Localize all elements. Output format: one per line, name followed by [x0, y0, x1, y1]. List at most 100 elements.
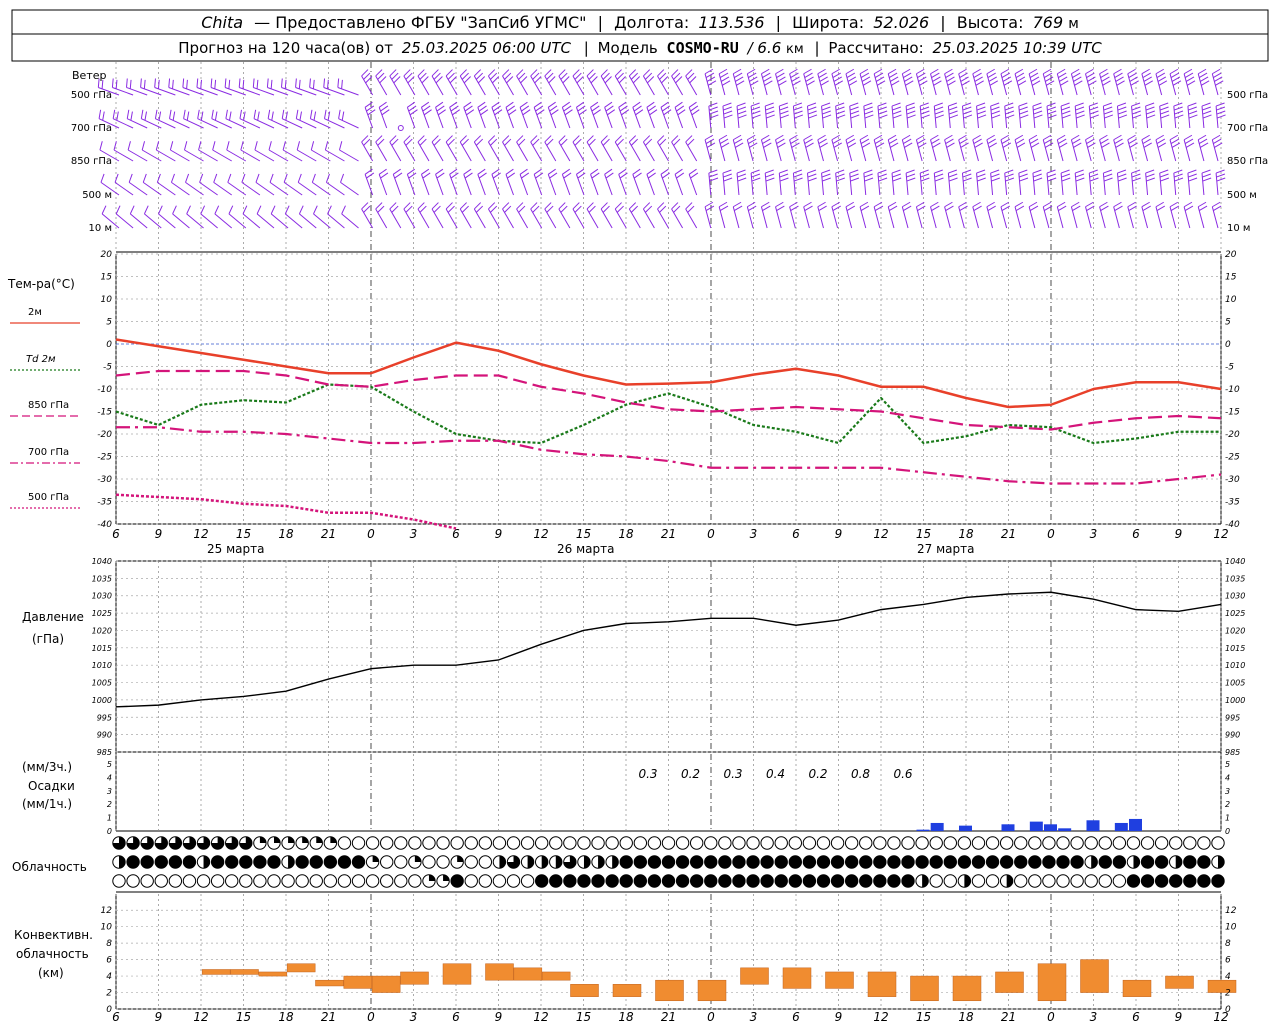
wind-barb [197, 109, 218, 129]
wind-barb-flag [777, 142, 786, 148]
conv-cloud-bar [513, 967, 543, 981]
wind-barb-flag [1019, 110, 1029, 115]
cloud-cover-symbol [1014, 836, 1028, 850]
wind-barb [406, 168, 417, 196]
wind-barb [298, 205, 317, 229]
wind-barb-flag [299, 111, 302, 121]
wind-barb-flag [1033, 173, 1042, 178]
cloud-cover-symbol [1056, 874, 1070, 888]
conv-cloud-bar [1122, 979, 1152, 997]
wind-barb-shaft [558, 75, 571, 96]
wind-barb-flag [475, 138, 484, 146]
wind-barb [1085, 68, 1097, 96]
wind-barb-flag [1201, 169, 1211, 174]
precip-ytick-left: 5 [107, 760, 112, 769]
wind-barb-flag [821, 106, 831, 111]
cloud-circle [422, 836, 436, 850]
wind-barb [281, 109, 303, 129]
cloud-cover-symbol [816, 855, 831, 869]
wind-barb-shaft [226, 149, 247, 162]
wind-barb-flag [850, 114, 860, 119]
wind-barb-flag [1061, 106, 1071, 111]
cloud-cover-symbol [1154, 855, 1169, 869]
cloud-cover-symbol [1154, 836, 1169, 850]
wind-barb-flag [1117, 177, 1127, 182]
cloud-cover-symbol [365, 874, 380, 888]
wind-barb-flag [733, 201, 742, 208]
wind-barb-flag [949, 114, 959, 119]
wind-barb-flag [793, 173, 803, 178]
wind-barb-flag [490, 138, 498, 146]
wind-barb-flag [1197, 68, 1207, 75]
wind-barb-flag [361, 135, 369, 143]
wind-barb-flag [930, 134, 939, 141]
cloud-cover-symbol [661, 874, 676, 888]
cloud-fill [746, 874, 760, 888]
wind-barb-flag [1044, 72, 1053, 79]
wind-barb-flag [379, 76, 387, 84]
cloud-fill [732, 874, 746, 888]
press-ytick-right: 1000 [1225, 696, 1245, 705]
cloud-cover-symbol [1056, 855, 1070, 869]
conv-cloud-bar [442, 963, 472, 985]
wind-barb-flag [1014, 134, 1024, 141]
wind-barb [671, 69, 684, 96]
wind-barb-flag [225, 109, 228, 119]
wind-barb-flag [1058, 205, 1067, 212]
cloud-cover-symbol [520, 836, 535, 850]
press-ytick-left: 985 [97, 748, 112, 757]
wind-barb-flag [833, 142, 842, 148]
cloud-fill [316, 836, 323, 843]
time-tick-label: 15 [916, 527, 931, 541]
wind-barb-flag [504, 72, 512, 80]
precip-ytick-left: 3 [107, 787, 112, 796]
wind-barb [632, 101, 644, 129]
cloud-cover-symbol [1169, 855, 1183, 869]
wind-barb [750, 169, 761, 196]
cloud-cover-symbol [732, 855, 746, 869]
cloud-cover-symbol [210, 874, 225, 888]
wind-barb-flag [1114, 205, 1123, 212]
forecast-from: 25.03.2025 06:00 UTC [402, 39, 572, 57]
wind-barb-shaft [212, 149, 232, 162]
cloud-fill [253, 855, 267, 869]
wind-barb-flag [240, 141, 244, 151]
wind-barb [417, 135, 430, 162]
cloud-cover-symbol [464, 855, 478, 869]
cloud-cover-symbol [746, 874, 760, 888]
conv-cloud-bar [541, 971, 571, 981]
wind-barb-flag [607, 109, 616, 116]
wind-barb [831, 134, 842, 162]
wind-barb-flag [423, 109, 432, 116]
cloud-circle [380, 874, 394, 888]
wind-barb-flag [930, 68, 939, 75]
wind-barb-flag [685, 69, 693, 77]
wind-barb-flag [1014, 68, 1024, 75]
wind-barb-flag [751, 177, 761, 182]
wind-barb-shaft [519, 107, 529, 129]
wind-barb-flag [270, 79, 273, 89]
wind-barb-shaft [685, 75, 698, 96]
conv-ytick-right: 12 [1225, 906, 1237, 916]
wind-barb-flag [588, 138, 596, 146]
wind-barb-flag [1160, 110, 1170, 115]
wind-barb-flag [1028, 201, 1038, 208]
cloud-fill [944, 855, 957, 869]
wind-barb [502, 202, 514, 229]
wind-barb-flag [1142, 138, 1151, 145]
wind-barb-flag [1156, 138, 1166, 145]
cloud-fill [1091, 855, 1098, 869]
wind-barb-flag [1085, 134, 1094, 141]
cloud-cover-symbol [619, 855, 633, 869]
wind-barb-flag [643, 135, 651, 143]
wind-barb-shaft [339, 149, 359, 162]
wind-barb [1088, 169, 1099, 196]
cloud-circle [1197, 836, 1211, 850]
time-tick-label: 3 [1090, 527, 1098, 541]
wind-barb-flag [99, 141, 103, 151]
cloud-circle [506, 836, 521, 850]
wind-barb-flag [141, 141, 146, 151]
cloud-fill [155, 836, 168, 850]
wind-barb-flag [659, 138, 667, 146]
wind-barb-shaft [378, 107, 388, 129]
